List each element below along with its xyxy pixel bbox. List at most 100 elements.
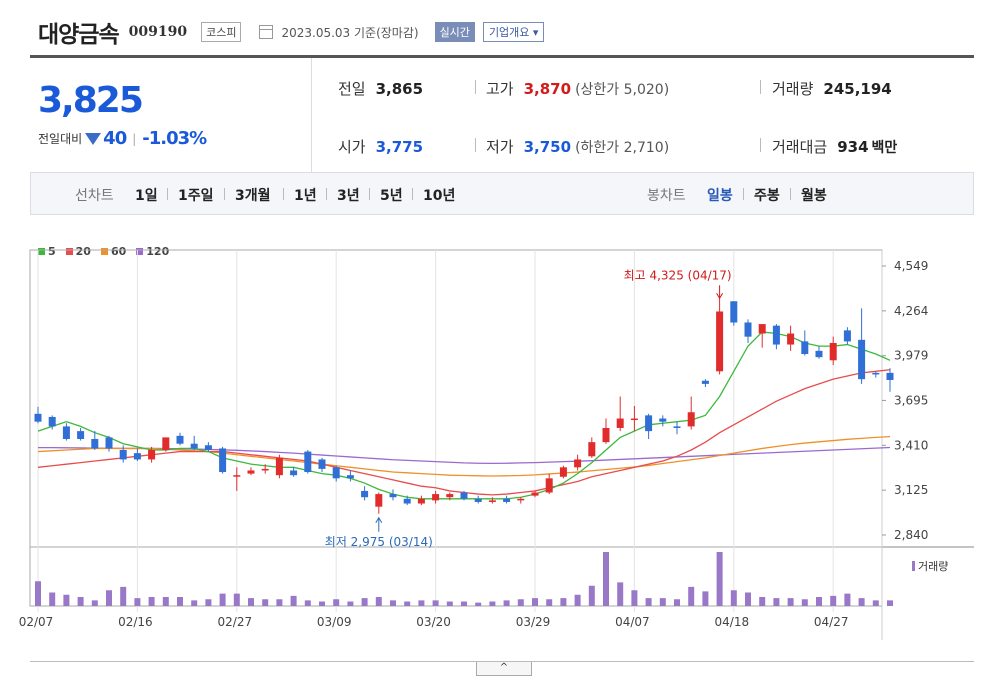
prev-close-value: 3,865 [375,80,424,98]
low-label: 저가 [486,138,514,156]
candle-body [517,498,525,501]
chevron-down-icon: ▾ [532,26,539,39]
tab-3year[interactable]: 3년 [337,188,360,204]
volume-bar [887,600,893,606]
tab-weekly[interactable]: 주봉 [754,188,780,204]
divider [224,188,225,200]
open-value: 3,775 [375,138,424,156]
volume-bar [702,591,709,606]
candle-body [304,451,312,473]
volume-bar [290,595,297,606]
volume-bar [674,599,680,606]
candle-body [91,438,99,449]
volume-bar [233,593,240,606]
lower-limit: (하한가 2,710) [575,140,670,156]
volume-bar [219,593,226,606]
legend-item-ma120[interactable]: 120 [136,245,169,258]
price-summary: 3,825 전일대비 40 | -1.03% 전일 3,865 고가 3,870… [30,55,974,173]
legend-label: 20 [75,245,91,258]
candle-body [219,448,227,473]
ma-line-ma5 [37,331,891,500]
candle-body [858,339,866,380]
candle-body [488,500,496,502]
low-value: 3,750 [523,138,572,156]
volume-swatch [912,561,915,571]
candle-body [559,467,567,477]
volume-bar [574,594,581,606]
candle-body [787,333,795,345]
tab-daily[interactable]: 일봉 [707,188,733,204]
candle-body [801,341,809,354]
x-tick-label: 03/29 [516,615,551,629]
volume-bar [560,598,567,606]
volume-bar [35,581,41,606]
divider [760,80,761,94]
x-tick-label: 03/20 [416,615,451,629]
high-label: 고가 [486,80,514,98]
divider [412,188,413,200]
x-tick-label: 04/18 [715,615,750,629]
change-rate: -1.03% [142,128,207,149]
volume-bar [390,600,396,606]
legend-item-ma60[interactable]: 60 [100,245,126,258]
legend-item-ma20[interactable]: 20 [65,245,91,258]
tab-10year[interactable]: 10년 [423,188,456,204]
legend-label: 120 [146,245,170,258]
amount-unit: 백만 [871,140,898,156]
realtime-button[interactable]: 실시간 [434,22,475,42]
volume-bar [304,600,311,606]
candle-body [318,459,326,469]
volume-bar [205,599,212,606]
company-overview-dropdown[interactable]: 기업개요 ▾ [482,22,545,42]
volume-bar [248,598,254,606]
divider [369,188,370,200]
candle-body [730,301,738,323]
volume-bar [546,599,553,606]
candle-body [744,322,752,337]
candle-body [687,412,695,427]
volume-legend: 거래량 [912,558,948,574]
candle-body [77,431,85,439]
volume-bar [134,598,141,606]
volume-bar [872,600,879,606]
tab-3month[interactable]: 3개월 [235,188,271,204]
chart-period-tabs: 선차트 1일 1주일 3개월 1년 3년 5년 10년 봉차트 일봉 주봉 월봉 [30,173,974,215]
candlestick-chart[interactable]: 02/07 02/16 02/27 03/09 03/20 03/29 04/07 04/18… [0,230,988,640]
volume-bar [631,590,638,606]
volume-value: 245,194 [823,80,892,98]
tab-1day[interactable]: 1일 [135,188,158,204]
y-tick-label: 4,264 [894,304,928,318]
candle-body [105,437,113,449]
x-tick-label: 03/09 [317,615,352,629]
volume-bar [517,599,524,606]
stock-name: 대양금속 [38,22,120,48]
high-annotation: 최고 4,325 (04/17) [624,268,732,282]
divider [475,80,476,94]
volume-bar [645,598,652,606]
y-tick-label: 3,695 [894,393,928,407]
divider [326,188,327,200]
volume-bar [418,600,425,606]
volume-bar [816,597,822,606]
legend-item-ma5[interactable]: 5 [38,245,56,258]
candle-chart-label: 봉차트 [647,188,686,204]
tab-monthly[interactable]: 월봉 [801,188,827,204]
collapse-toggle-button[interactable]: ^ [476,662,532,676]
arrow-down-icon [716,293,724,300]
volume-bar [844,593,851,606]
candle-body [176,435,184,444]
volume-bar [745,592,751,606]
down-triangle-icon [85,132,102,145]
candle-body [261,468,269,471]
divider [760,138,761,152]
volume-bar [347,601,354,606]
candle-body [574,459,582,468]
volume-bar [106,590,112,606]
volume-bar [617,582,624,606]
tab-1week[interactable]: 1주일 [178,188,214,204]
y-tick-label: 3,979 [894,349,928,363]
tab-1year[interactable]: 1년 [294,188,317,204]
volume-bar [276,599,283,606]
tab-5year[interactable]: 5년 [380,188,403,204]
volume-bar [688,586,695,606]
